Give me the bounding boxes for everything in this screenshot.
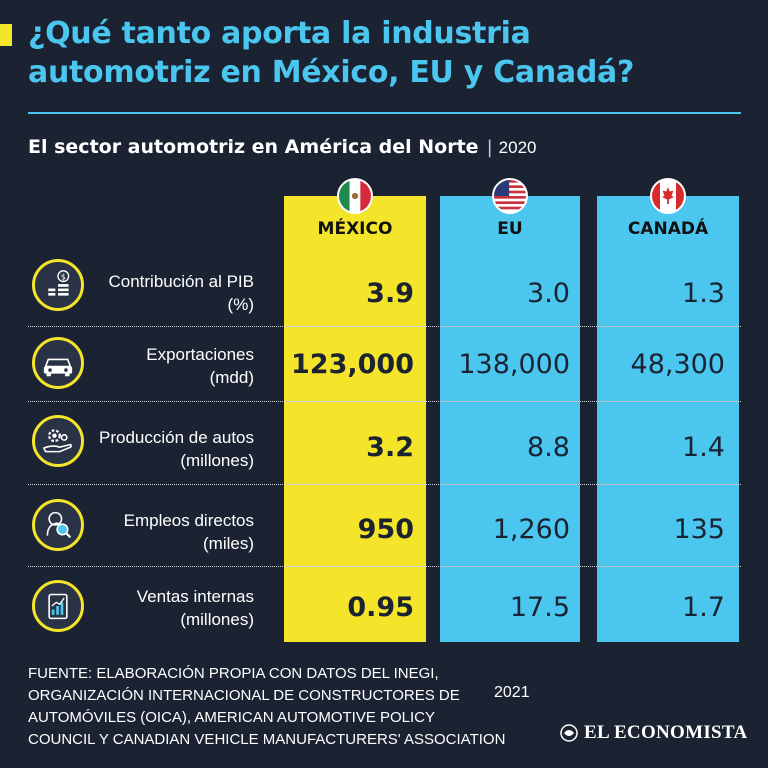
svg-text:$: $	[61, 273, 66, 282]
value-canada-empleos: 135	[673, 514, 725, 545]
gdp-coins-icon: $	[32, 259, 84, 311]
row-label-line: Exportaciones	[146, 345, 254, 364]
mexico-flag-icon	[337, 178, 373, 214]
row-label-line: Contribución al PIB	[108, 272, 254, 291]
car-export-icon	[32, 337, 84, 389]
title-line-2: automotriz en México, EU y Canadá?	[28, 55, 635, 90]
column-mexico	[284, 196, 426, 642]
row-divider	[28, 401, 741, 402]
row-label-pib: Contribución al PIB (%)	[108, 270, 254, 316]
column-eu	[440, 196, 580, 642]
column-header-canada: CANADÁ	[627, 219, 709, 239]
row-label-produccion: Producción de autos (millones)	[99, 426, 254, 472]
value-eu-ventas: 17.5	[509, 592, 570, 623]
value-eu-empleos: 1,260	[492, 514, 570, 545]
column-canada	[597, 196, 739, 642]
subtitle-text: El sector automotriz en América del Nort…	[28, 136, 479, 158]
value-eu-pib: 3.0	[527, 278, 570, 309]
value-canada-pib: 1.3	[682, 278, 725, 309]
source-line-4: COUNCIL Y CANADIAN VEHICLE MANUFACTURERS…	[28, 731, 506, 748]
column-header-eu: EU	[497, 219, 523, 239]
row-label-unit: (millones)	[180, 610, 254, 629]
row-label-line: Ventas internas	[136, 587, 254, 606]
title-line-1: ¿Qué tanto aporta la industria	[28, 16, 531, 51]
column-header-mexico: MÉXICO	[317, 219, 393, 239]
row-label-line: Empleos directos	[123, 511, 254, 530]
brand-logo: EL ECONOMISTA	[560, 722, 748, 744]
sales-chart-icon	[32, 580, 84, 632]
chart-subtitle: El sector automotriz en América del Nort…	[28, 136, 536, 158]
value-canada-produccion: 1.4	[682, 432, 725, 463]
source-note: FUENTE: ELABORACIÓN PROPIA CON DATOS DEL…	[28, 663, 538, 751]
row-divider	[28, 326, 741, 327]
row-label-unit: (mdd)	[209, 368, 254, 387]
subtitle-year: 2020	[498, 138, 537, 157]
row-label-ventas: Ventas internas (millones)	[137, 585, 254, 631]
value-canada-exportaciones: 48,300	[630, 349, 725, 380]
value-eu-exportaciones: 138,000	[458, 349, 570, 380]
value-mexico-produccion: 3.2	[366, 432, 414, 463]
value-canada-ventas: 1.7	[682, 592, 725, 623]
source-year: 2021	[494, 684, 530, 701]
accent-bar	[0, 24, 12, 46]
value-mexico-empleos: 950	[357, 514, 414, 545]
row-label-exportaciones: Exportaciones (mdd)	[146, 343, 254, 389]
canada-flag-icon	[650, 178, 686, 214]
value-mexico-exportaciones: 123,000	[291, 349, 414, 380]
value-mexico-ventas: 0.95	[347, 592, 414, 623]
value-eu-produccion: 8.8	[527, 432, 570, 463]
row-label-unit: (millones)	[180, 451, 254, 470]
row-label-line: Producción de autos	[99, 428, 254, 447]
row-label-unit: (%)	[227, 295, 254, 314]
brand-mark-icon	[560, 724, 578, 742]
title-divider	[28, 112, 741, 114]
source-line-3: AUTOMÓVILES (OICA), AMERICAN AUTOMOTIVE …	[28, 709, 436, 726]
gear-hand-icon	[32, 415, 84, 467]
row-label-empleos: Empleos directos (miles)	[124, 509, 254, 555]
us-flag-icon	[492, 178, 528, 214]
row-divider	[28, 566, 741, 567]
brand-name: EL ECONOMISTA	[584, 722, 748, 743]
value-mexico-pib: 3.9	[366, 278, 414, 309]
subtitle-separator: |	[486, 137, 493, 158]
row-divider	[28, 484, 741, 485]
page-title: ¿Qué tanto aporta la industria automotri…	[28, 14, 748, 92]
source-line-1: FUENTE: ELABORACIÓN PROPIA CON DATOS DEL…	[28, 665, 439, 682]
source-line-2: ORGANIZACIÓN INTERNACIONAL DE CONSTRUCTO…	[28, 687, 460, 704]
worker-search-icon	[32, 499, 84, 551]
row-label-unit: (miles)	[203, 534, 254, 553]
